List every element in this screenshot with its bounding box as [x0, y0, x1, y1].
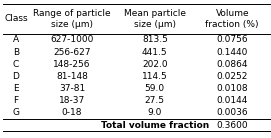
Text: 37-81: 37-81 — [59, 84, 85, 93]
Text: 202.0: 202.0 — [142, 60, 168, 69]
Text: 256-627: 256-627 — [53, 48, 91, 57]
Text: Total volume fraction: Total volume fraction — [101, 121, 209, 130]
Text: 0-18: 0-18 — [62, 108, 82, 117]
Text: E: E — [13, 84, 19, 93]
Text: 0.0864: 0.0864 — [217, 60, 248, 69]
Text: Volume
fraction (%): Volume fraction (%) — [205, 9, 259, 29]
Text: 18-37: 18-37 — [59, 96, 85, 105]
Text: F: F — [14, 96, 19, 105]
Text: 441.5: 441.5 — [142, 48, 168, 57]
Text: 0.0036: 0.0036 — [217, 108, 248, 117]
Text: 148-256: 148-256 — [53, 60, 91, 69]
Text: Class: Class — [4, 14, 28, 23]
Text: 0.1440: 0.1440 — [217, 48, 248, 57]
Text: 0.0756: 0.0756 — [217, 35, 248, 44]
Text: 9.0: 9.0 — [148, 108, 162, 117]
Text: 27.5: 27.5 — [145, 96, 165, 105]
Text: 627-1000: 627-1000 — [50, 35, 94, 44]
Text: 0.0144: 0.0144 — [217, 96, 248, 105]
Text: 0.0108: 0.0108 — [217, 84, 248, 93]
Text: 59.0: 59.0 — [145, 84, 165, 93]
Text: 813.5: 813.5 — [142, 35, 168, 44]
Text: A: A — [13, 35, 19, 44]
Text: 0.3600: 0.3600 — [217, 121, 248, 130]
Text: 114.5: 114.5 — [142, 72, 168, 81]
Text: B: B — [13, 48, 19, 57]
Text: Mean particle
size (μm): Mean particle size (μm) — [124, 9, 186, 29]
Text: C: C — [13, 60, 19, 69]
Text: 0.0252: 0.0252 — [217, 72, 248, 81]
Text: G: G — [12, 108, 20, 117]
Text: 81-148: 81-148 — [56, 72, 88, 81]
Text: D: D — [13, 72, 20, 81]
Text: Range of particle
size (μm): Range of particle size (μm) — [33, 9, 111, 29]
